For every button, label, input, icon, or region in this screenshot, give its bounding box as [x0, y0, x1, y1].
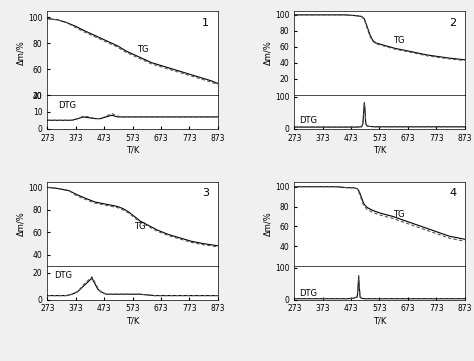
Y-axis label: Δm/%: Δm/% — [16, 40, 25, 65]
X-axis label: T/K: T/K — [126, 316, 139, 325]
Text: TG: TG — [137, 45, 149, 54]
Text: TG: TG — [393, 36, 404, 45]
Text: 2: 2 — [449, 18, 456, 27]
Text: DTG: DTG — [58, 101, 76, 110]
X-axis label: T/K: T/K — [126, 145, 139, 155]
X-axis label: T/K: T/K — [373, 145, 386, 155]
Text: 4: 4 — [449, 188, 456, 199]
Text: 1: 1 — [202, 18, 209, 27]
X-axis label: T/K: T/K — [373, 316, 386, 325]
Y-axis label: Δm/%: Δm/% — [263, 40, 272, 65]
Text: DTG: DTG — [54, 271, 72, 280]
Text: TG: TG — [393, 210, 404, 219]
Y-axis label: Δm/%: Δm/% — [263, 212, 272, 236]
Y-axis label: Δm/%: Δm/% — [16, 212, 25, 236]
Text: DTG: DTG — [299, 289, 317, 298]
Text: DTG: DTG — [299, 116, 317, 125]
Text: 3: 3 — [202, 188, 209, 199]
Text: TG: TG — [135, 222, 146, 231]
